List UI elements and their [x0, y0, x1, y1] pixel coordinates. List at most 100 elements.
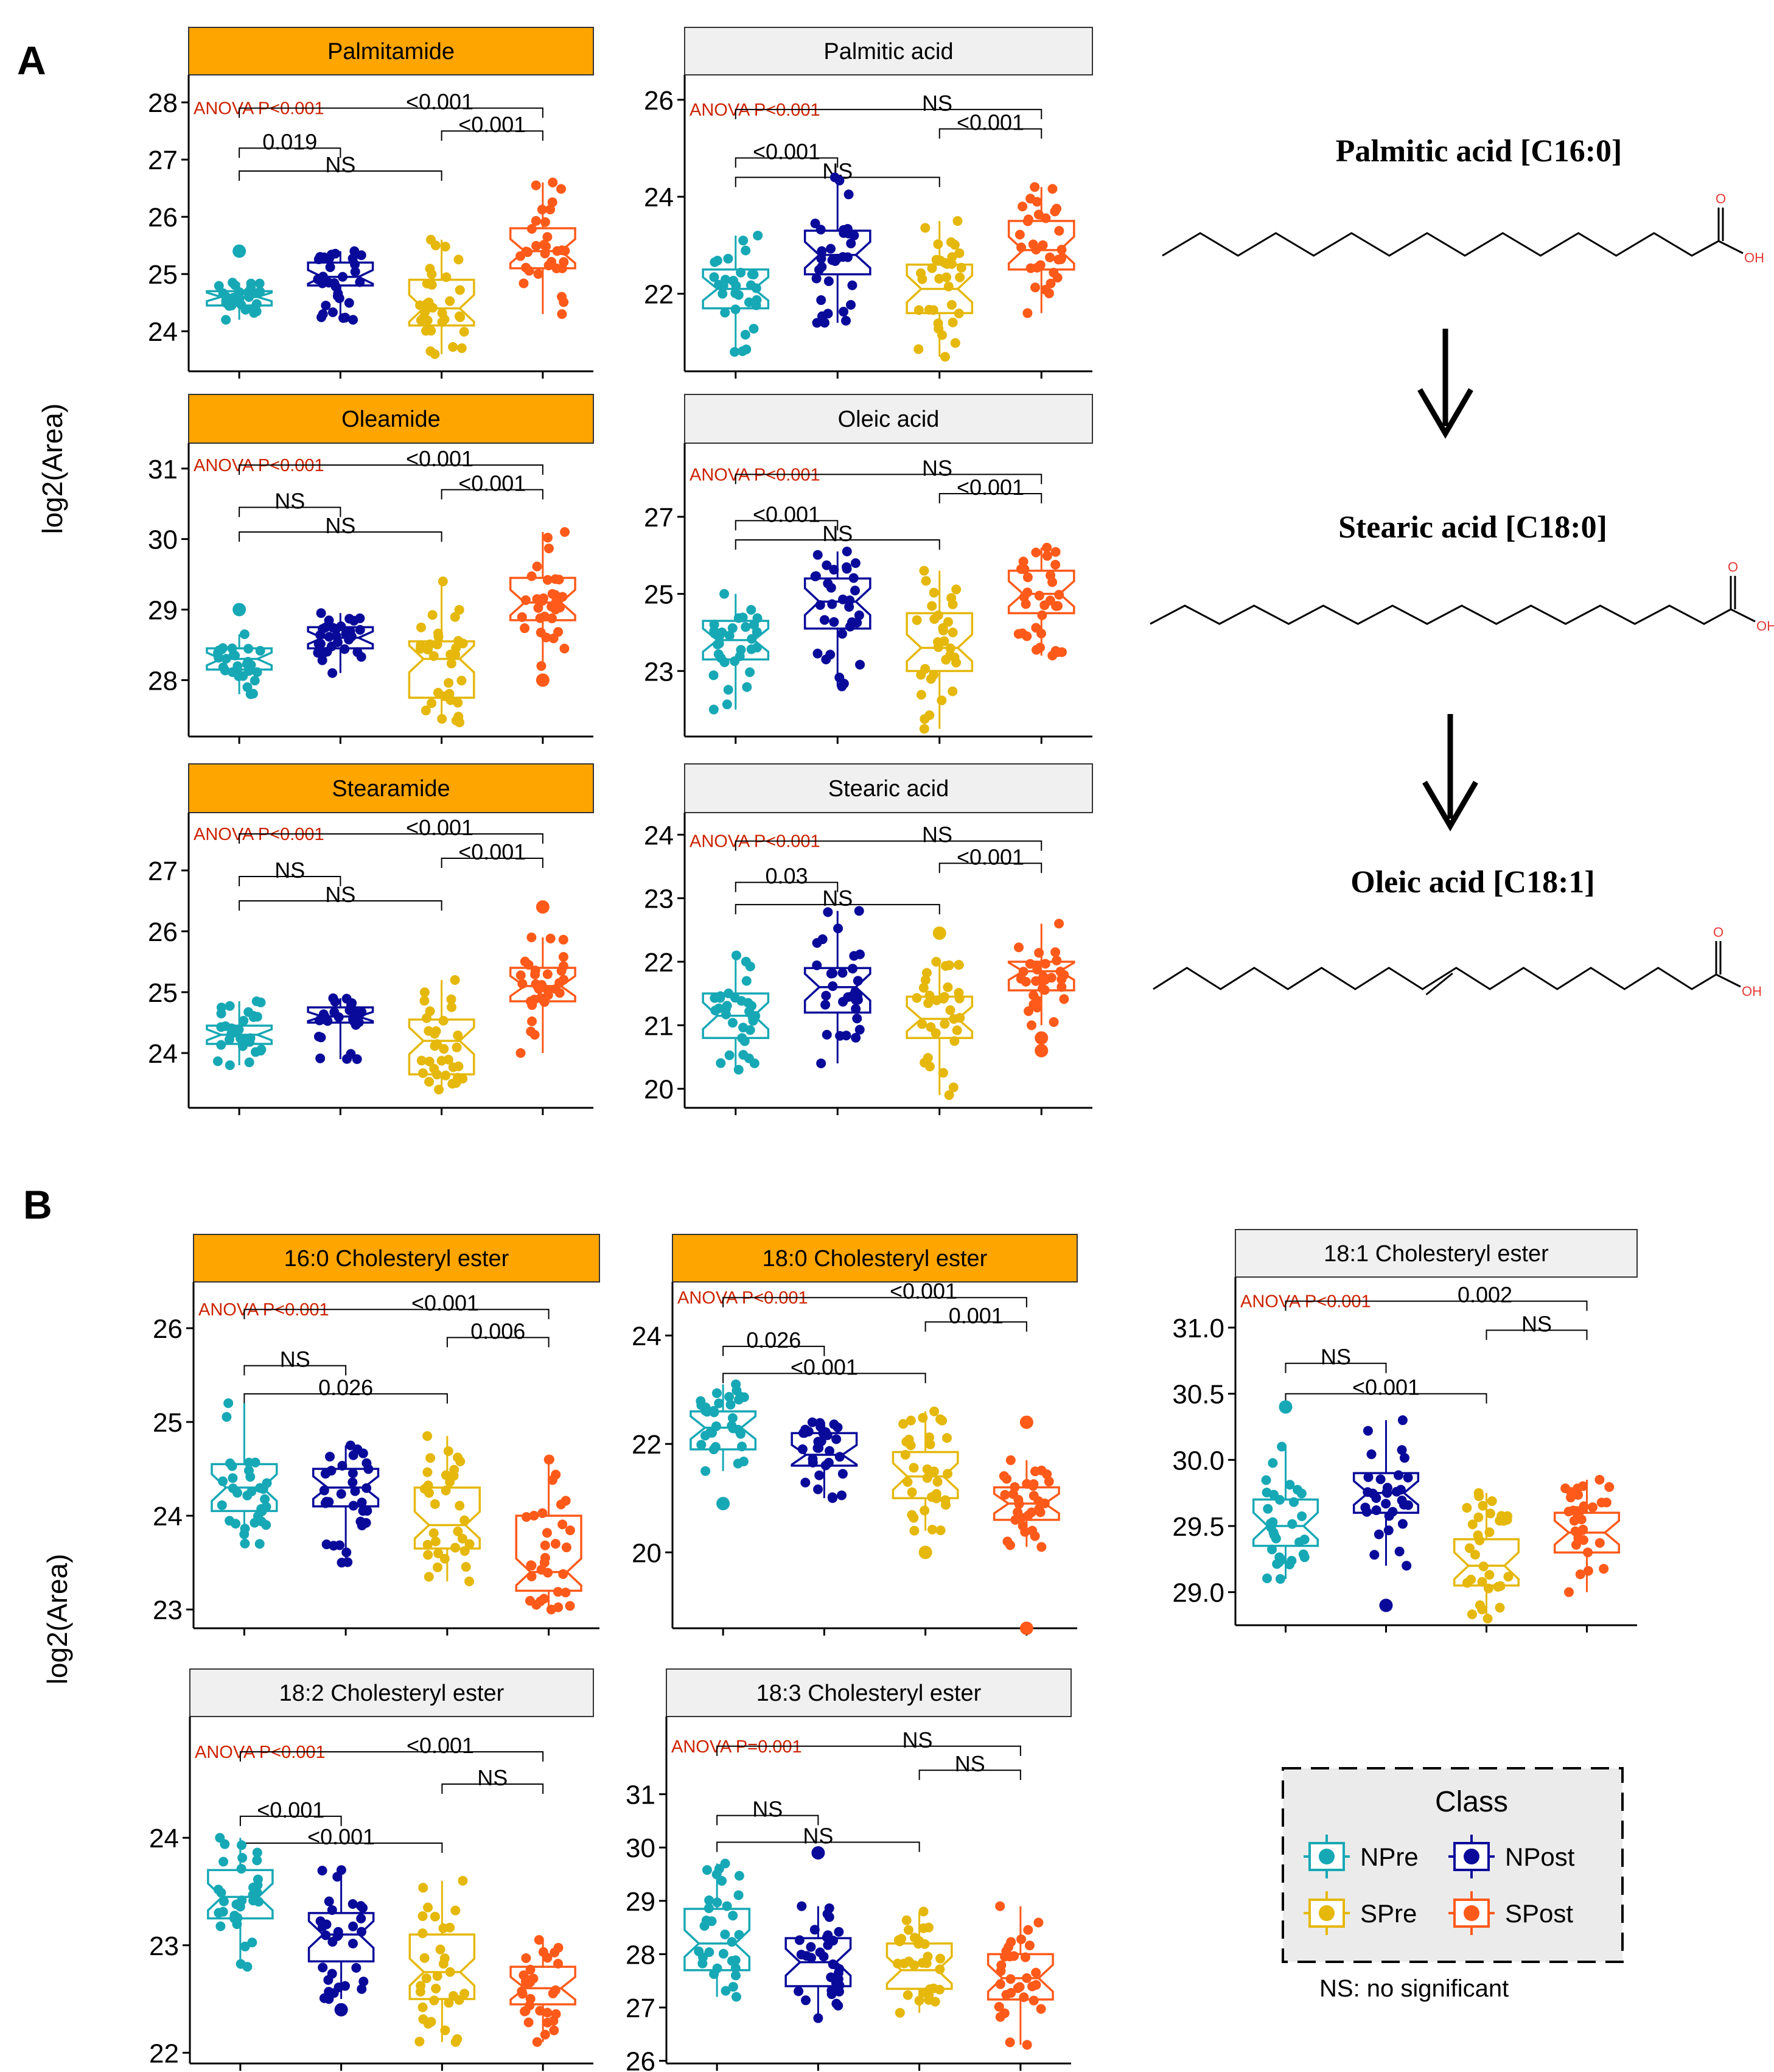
data-point	[1050, 559, 1061, 570]
outlier-point	[1019, 1415, 1033, 1429]
box-spre	[906, 565, 974, 734]
outlier-point	[1019, 1622, 1033, 1635]
data-point	[697, 1958, 708, 1969]
data-point	[547, 1475, 557, 1485]
data-point	[800, 1424, 811, 1435]
data-point	[423, 645, 433, 655]
data-point	[948, 317, 958, 327]
y-tick-label: 25	[644, 580, 674, 610]
facet-title: Stearamide	[332, 776, 450, 802]
facet-title-strip	[672, 1234, 1078, 1283]
data-point	[1004, 1942, 1014, 1952]
data-point	[1371, 1505, 1381, 1516]
data-point	[935, 1953, 946, 1964]
data-point	[318, 1922, 328, 1932]
data-point	[1056, 982, 1067, 992]
data-point	[826, 1972, 836, 1983]
data-point	[696, 1440, 707, 1450]
data-point	[839, 228, 849, 238]
data-point	[225, 1001, 235, 1011]
significance-bracket	[243, 1393, 448, 1404]
data-point	[538, 593, 548, 603]
data-point	[939, 992, 949, 1002]
data-point	[423, 1480, 433, 1491]
data-point	[439, 314, 450, 324]
significance-label: NS	[922, 822, 952, 847]
data-point	[455, 1456, 466, 1466]
y-tick-label: 31	[626, 1780, 655, 1810]
data-point	[1566, 1493, 1576, 1503]
data-point	[247, 1937, 257, 1948]
significance-label: NS	[274, 858, 305, 883]
data-point	[549, 2025, 559, 2035]
data-point	[337, 1558, 347, 1568]
data-point	[542, 969, 553, 979]
data-point	[920, 975, 931, 985]
data-point	[524, 265, 534, 276]
data-point	[531, 180, 541, 191]
data-point	[711, 1388, 722, 1398]
data-point	[912, 615, 922, 625]
outlier-point	[932, 926, 946, 940]
data-point	[416, 622, 426, 632]
data-point	[741, 976, 752, 986]
data-point	[1276, 1555, 1287, 1565]
data-point	[1475, 1535, 1485, 1545]
data-point	[520, 623, 530, 634]
data-point	[1395, 1485, 1406, 1495]
data-point	[225, 1060, 235, 1070]
data-point	[423, 1550, 433, 1560]
data-point	[842, 564, 852, 574]
data-point	[733, 1065, 744, 1075]
box-spost	[509, 933, 576, 1058]
box-spre	[408, 1875, 476, 2047]
box-spost	[987, 1901, 1054, 2050]
data-point	[417, 1928, 428, 1939]
data-point	[565, 1601, 575, 1611]
data-point	[416, 640, 426, 650]
data-point	[1467, 1519, 1478, 1530]
data-point	[810, 219, 820, 229]
data-point	[427, 269, 437, 279]
data-point	[912, 993, 922, 1003]
data-point	[550, 984, 560, 994]
data-point	[1030, 1531, 1040, 1541]
data-point	[323, 1975, 333, 1985]
oleic-carbonyl-oxygen: O	[1713, 925, 1723, 940]
data-point	[704, 1903, 714, 1914]
data-point	[713, 649, 724, 659]
significance-bracket	[924, 1321, 1027, 1332]
data-point	[811, 273, 822, 284]
data-point	[1018, 556, 1028, 567]
data-point	[424, 1572, 434, 1582]
data-point	[933, 239, 943, 250]
data-point	[906, 1415, 916, 1426]
data-point	[425, 1453, 436, 1463]
data-point	[453, 254, 464, 265]
data-point	[252, 1855, 262, 1866]
data-point	[246, 283, 256, 293]
data-point	[355, 277, 365, 287]
data-point	[545, 205, 556, 215]
significance-label: <0.001	[791, 1354, 858, 1379]
data-point	[1024, 1941, 1035, 1951]
data-point	[813, 2013, 823, 2023]
data-point	[749, 324, 759, 334]
significance-label: <0.001	[307, 1824, 375, 1849]
box-npre	[211, 1398, 278, 1549]
box-npost	[803, 547, 871, 691]
box-spost	[1007, 542, 1075, 660]
data-point	[749, 270, 759, 280]
significance-label: NS	[822, 521, 853, 546]
data-point	[727, 1956, 737, 1966]
data-point	[424, 1056, 435, 1066]
data-point	[924, 990, 935, 1001]
data-point	[336, 1865, 346, 1875]
data-point	[815, 225, 826, 235]
data-point	[796, 1950, 806, 1960]
significance-bracket	[239, 900, 442, 911]
data-point	[736, 267, 746, 278]
data-point	[831, 1434, 842, 1444]
